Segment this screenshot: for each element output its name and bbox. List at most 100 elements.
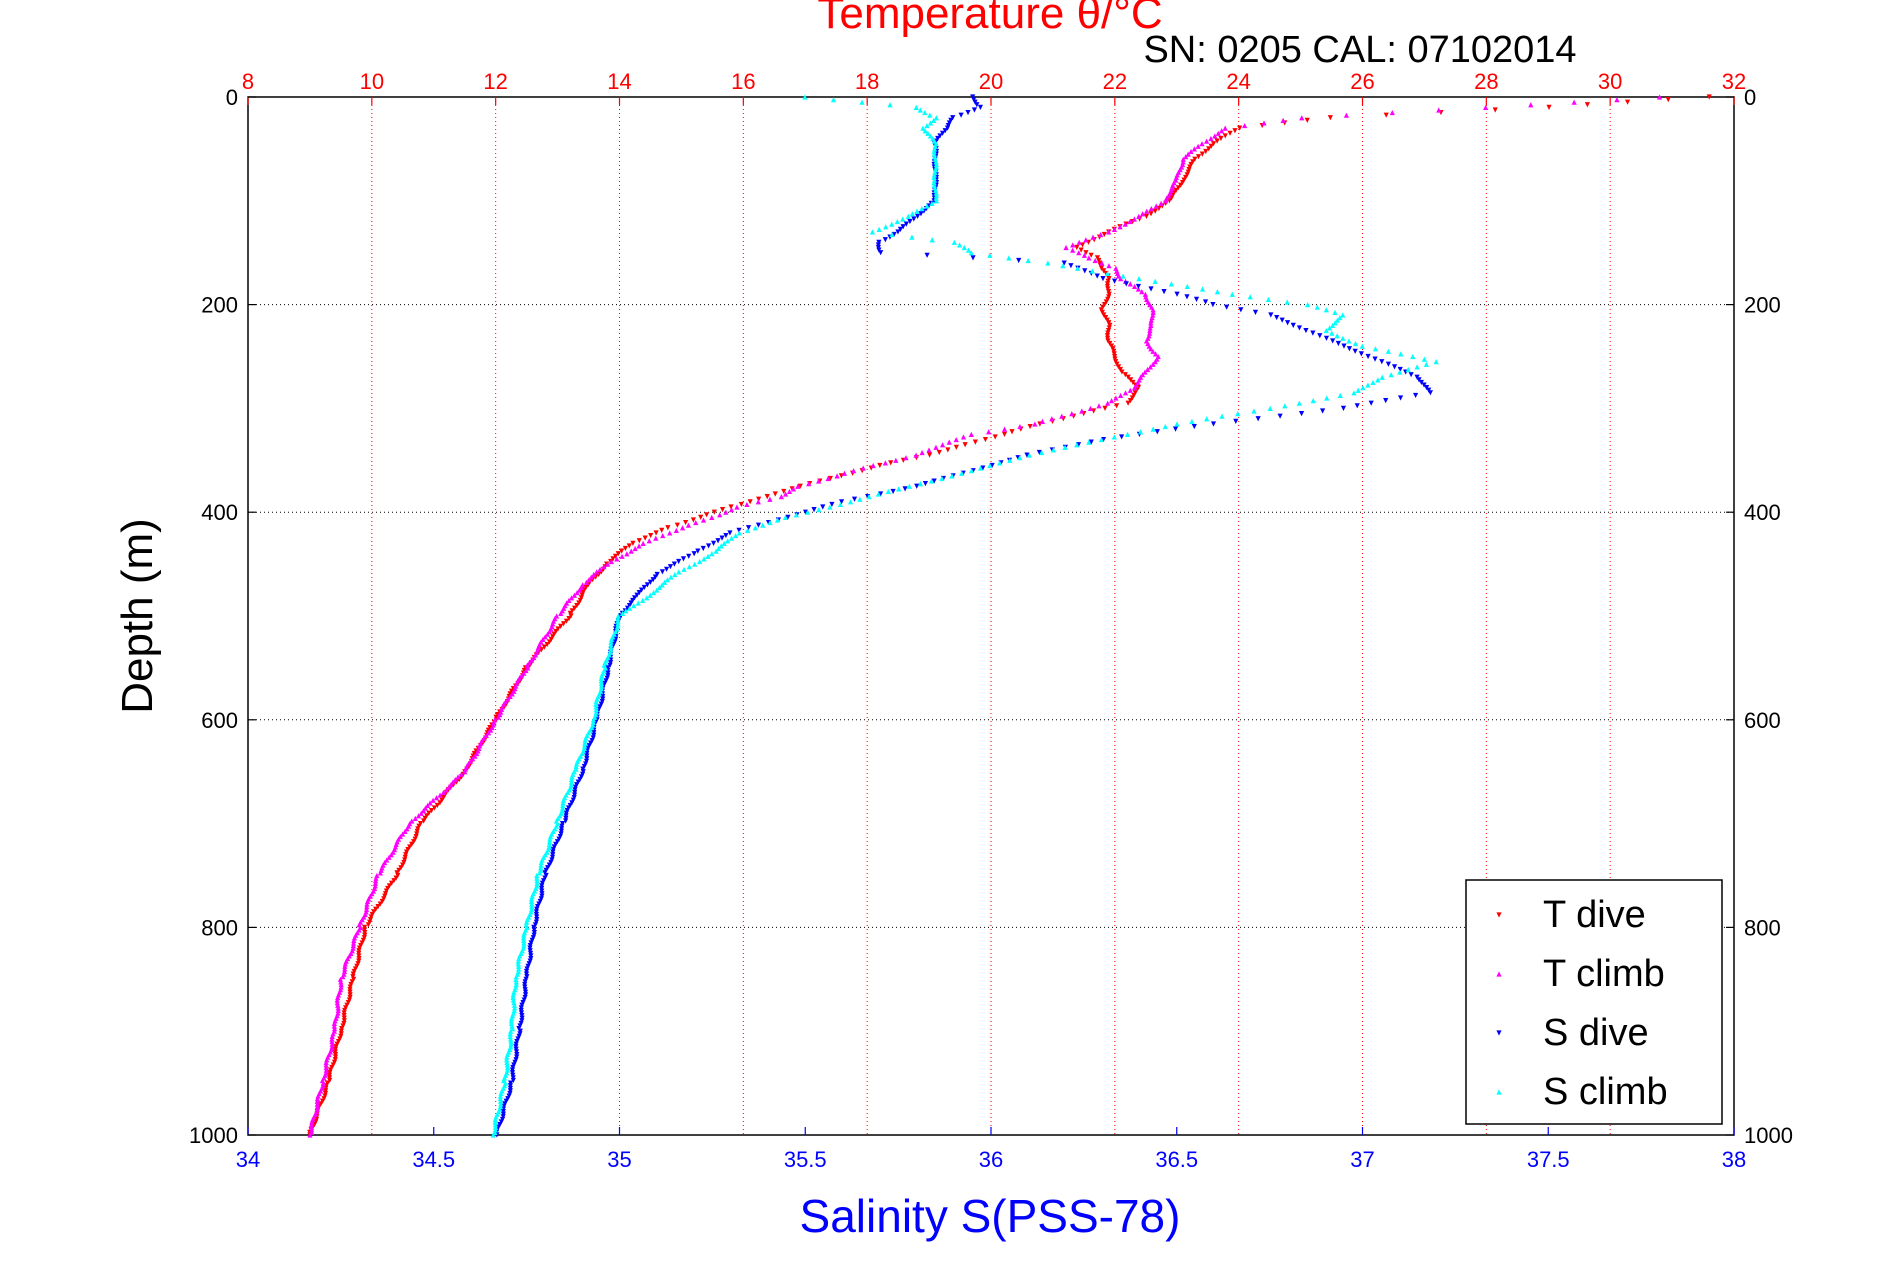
data-point [1090,234,1096,240]
data-point [1337,314,1343,321]
data-point [933,193,940,199]
data-point [412,815,418,822]
data-point [781,488,787,495]
data-point [747,499,753,505]
data-point [597,566,603,572]
data-point [1303,327,1309,334]
data-point [1180,156,1186,162]
data-point [329,1044,335,1050]
data-point [1088,439,1094,445]
data-point [448,782,454,788]
data-point [1162,198,1169,204]
data-point [877,462,883,469]
data-point [434,802,440,809]
data-point [490,1132,496,1138]
data-point [1127,387,1133,393]
data-point [681,566,687,572]
data-point [1089,268,1095,274]
data-point [513,976,519,982]
data-point [830,96,837,103]
data-point [802,94,808,100]
data-point [1310,398,1316,404]
data-point [329,1036,335,1042]
temperature-tick-label: 10 [360,69,384,94]
data-point [920,125,926,131]
data-point [1290,322,1296,328]
data-point [615,618,621,624]
data-point [372,883,378,889]
data-point [537,870,543,876]
data-point [785,514,791,520]
data-point [563,818,569,824]
data-point [583,579,590,585]
data-point [372,878,379,884]
data-point [329,1038,335,1045]
data-point [1086,439,1092,445]
data-point [335,1005,341,1011]
data-point [1389,109,1395,116]
series-t-climb [307,94,1663,1138]
legend: T dive T climb S dive S climb [1465,879,1723,1125]
data-point [686,553,692,559]
data-point [504,1062,510,1068]
data-point [902,486,908,492]
data-point [1076,250,1082,256]
data-point [676,558,682,565]
data-point [1340,405,1347,411]
data-point [782,491,789,497]
data-point [1115,273,1122,279]
data-point [631,603,637,609]
data-point [568,779,575,785]
data-point [1024,452,1030,458]
temperature-tick-label: 24 [1226,69,1250,94]
data-point [560,805,566,811]
data-point [644,595,650,601]
data-point [1074,244,1080,251]
data-point [1305,302,1311,308]
temperature-tick-label: 30 [1598,69,1622,94]
data-point [837,501,844,508]
data-point [1106,263,1112,269]
data-point [363,906,370,912]
depth-tick-label-right: 200 [1744,293,1781,318]
data-point [1334,333,1340,339]
salinity-axis-ticks: 34 34.5 35 35.5 36 36.5 37 37.5 38 [236,1127,1746,1172]
data-point [1323,335,1330,341]
data-point [1039,418,1046,424]
salinity-tick-label: 37.5 [1527,1147,1570,1172]
data-point [922,109,928,116]
data-point [590,719,596,725]
data-point [1148,211,1154,217]
data-point [907,218,913,225]
data-point [1195,154,1202,160]
data-point [1092,257,1098,264]
data-point [1314,304,1320,310]
data-point [851,496,858,502]
data-point [388,852,394,858]
temperature-tick-label: 22 [1103,69,1127,94]
data-point [1370,379,1376,386]
data-point [673,527,679,533]
data-point [1327,115,1333,121]
data-point [894,218,900,225]
data-point [1086,255,1092,261]
data-point [668,574,674,580]
data-point [931,117,937,123]
data-point [560,797,567,803]
data-point [701,556,707,562]
temperature-tick-label: 14 [607,69,631,94]
data-point [1184,283,1190,290]
data-point [1050,447,1057,453]
data-point [593,709,599,715]
data-point [987,462,993,469]
data-point [676,569,682,575]
data-point [586,577,592,583]
data-point [778,494,785,500]
data-point [850,468,857,474]
data-point [1098,231,1104,238]
data-point [1265,296,1272,303]
data-point [933,164,939,170]
data-point [415,813,422,819]
data-point [1203,148,1209,155]
data-point [838,499,845,505]
